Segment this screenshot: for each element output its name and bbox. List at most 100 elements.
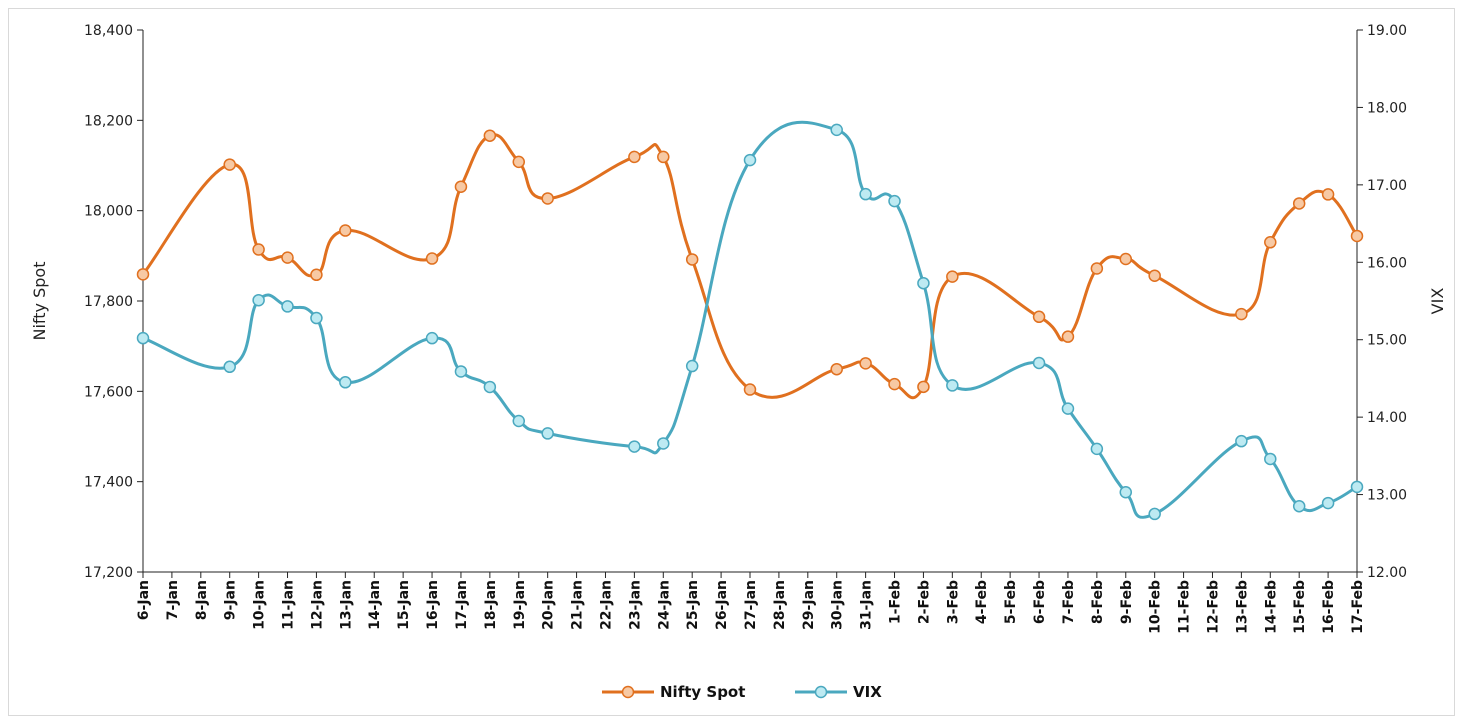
x-tick-label: 18-Jan: [483, 580, 499, 630]
vix-point: [136, 331, 150, 345]
vix-point: [1292, 499, 1306, 513]
x-tick-label: 16-Jan: [425, 580, 441, 630]
x-tick-label: 25-Jan: [685, 580, 701, 630]
left-tick-label: 18,400: [84, 23, 133, 39]
vix-point: [859, 187, 872, 201]
x-tick-label: 7-Jan: [165, 580, 181, 620]
vix-point: [454, 365, 468, 378]
vix-point: [1235, 434, 1248, 448]
vix-point: [917, 276, 930, 290]
nifty-spot-point: [425, 252, 439, 265]
x-tick-label: 8-Feb: [1090, 580, 1106, 624]
right-tick-label: 19.00: [1367, 23, 1407, 39]
x-tick-label: 12-Jan: [309, 580, 325, 630]
nifty-spot-point: [223, 158, 236, 171]
x-tick-label: 15-Feb: [1292, 580, 1308, 634]
vix-point: [685, 359, 699, 373]
nifty-spot-point: [830, 362, 843, 376]
x-tick-label: 21-Jan: [570, 580, 586, 630]
vix-point: [1032, 356, 1046, 370]
nifty-spot-point: [628, 150, 641, 164]
nifty-spot-legend-marker: [621, 685, 635, 699]
nifty-spot-legend-label: Nifty Spot: [660, 683, 745, 701]
right-axis-title: VIX: [1428, 288, 1447, 315]
x-tick-label: 17-Jan: [454, 580, 470, 630]
x-tick-label: 14-Jan: [367, 580, 383, 630]
vix-point: [1090, 442, 1104, 456]
nifty-spot-point: [541, 192, 554, 205]
nifty-spot-point: [859, 357, 872, 370]
right-tick-label: 13.00: [1367, 488, 1407, 504]
left-tick-label: 18,000: [84, 204, 133, 220]
x-tick-label: 10-Jan: [252, 580, 268, 630]
vix-point: [657, 437, 670, 450]
nifty-spot-point: [1292, 197, 1306, 210]
x-tick-label: 6-Feb: [1032, 580, 1048, 624]
vix-point: [1350, 480, 1364, 494]
vix-point: [339, 376, 352, 389]
x-tick-label: 26-Jan: [714, 580, 730, 630]
nifty-spot-point: [454, 180, 468, 193]
nifty-spot-point: [743, 383, 757, 396]
nifty-spot-point: [888, 377, 901, 391]
x-tick-label: 11-Feb: [1177, 580, 1193, 634]
nifty-spot-point: [1119, 252, 1133, 266]
x-tick-label: 23-Jan: [627, 580, 643, 630]
vix-point: [1061, 402, 1075, 415]
nifty-spot-point: [946, 270, 959, 283]
nifty-spot-point: [917, 380, 930, 394]
vix-point: [888, 194, 901, 208]
vix-point: [483, 380, 497, 394]
nifty-spot-point: [339, 224, 352, 237]
right-tick-label: 12.00: [1367, 565, 1407, 581]
nifty-spot-point: [1061, 330, 1075, 343]
x-tick-label: 29-Jan: [801, 580, 817, 630]
nifty-spot-point: [1350, 229, 1364, 243]
x-tick-label: 8-Jan: [194, 580, 210, 620]
left-tick-label: 17,400: [84, 475, 133, 491]
vix-point: [743, 153, 757, 167]
chart-frame: [8, 8, 1455, 716]
vix-point: [252, 293, 265, 307]
x-tick-label: 22-Jan: [598, 580, 614, 630]
nifty-spot-point: [310, 268, 323, 282]
x-tick-label: 5-Feb: [1003, 580, 1019, 624]
vix-legend-marker: [814, 685, 828, 699]
right-tick-label: 14.00: [1367, 410, 1407, 426]
nifty-spot-point: [685, 253, 699, 266]
nifty-spot-point: [1090, 262, 1104, 275]
vix-series-line: [141, 120, 1359, 519]
x-tick-label: 7-Feb: [1061, 580, 1077, 624]
vix-point: [425, 331, 439, 345]
left-tick-label: 17,600: [84, 384, 133, 400]
nifty-spot-series-line: [141, 133, 1359, 400]
x-tick-label: 24-Jan: [656, 580, 672, 630]
vix-point: [223, 360, 236, 374]
x-tick-label: 19-Jan: [512, 580, 528, 630]
x-tick-label: 2-Feb: [916, 580, 932, 624]
left-axis-title: Nifty Spot: [30, 262, 49, 341]
vix-point: [512, 414, 526, 428]
x-tick-label: 16-Feb: [1321, 580, 1337, 634]
x-tick-label: 1-Feb: [888, 580, 904, 624]
nifty-spot-point: [136, 268, 150, 281]
vix-point: [1148, 507, 1161, 521]
vix-point: [1264, 452, 1277, 466]
left-tick-label: 18,200: [84, 113, 133, 129]
x-tick-label: 10-Feb: [1148, 580, 1164, 634]
x-tick-label: 27-Jan: [743, 580, 759, 630]
nifty-spot-point: [1032, 310, 1046, 324]
vix-point: [281, 300, 294, 313]
x-tick-label: 15-Jan: [396, 580, 412, 630]
nifty-spot-point: [1148, 269, 1161, 282]
series-layer: [136, 120, 1364, 521]
nifty-spot-point: [512, 155, 526, 169]
axes: 17,200 17,400 17,600 17,800 18,000 18,200 18,4…: [30, 23, 1447, 634]
x-tick-label: 14-Feb: [1263, 580, 1279, 634]
nifty-spot-point: [1321, 188, 1335, 201]
vix-point: [541, 427, 554, 440]
right-tick-label: 18.00: [1367, 100, 1407, 116]
x-tick-label: 20-Jan: [541, 580, 557, 630]
nifty-spot-point: [281, 251, 294, 264]
